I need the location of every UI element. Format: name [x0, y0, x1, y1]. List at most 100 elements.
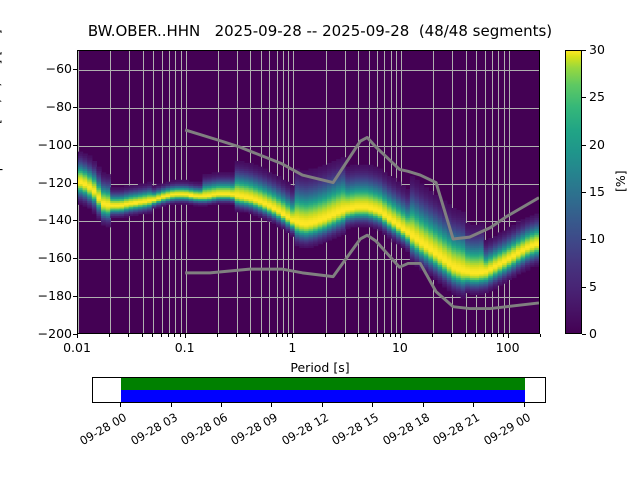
ppsd-histogram-cell [446, 209, 453, 213]
ppsd-histogram-cell [359, 196, 365, 200]
ppsd-histogram-cell [257, 207, 263, 211]
ppsd-histogram-cell [313, 232, 319, 235]
ppsd-histogram-cell [405, 234, 411, 237]
ppsd-histogram-cell [373, 226, 379, 230]
ppsd-histogram-cell [230, 174, 236, 177]
ppsd-histogram-cell [465, 238, 471, 241]
ppsd-histogram-cell [488, 264, 494, 267]
ppsd-histogram-cell [377, 172, 383, 175]
ppsd-histogram-cell [285, 189, 291, 192]
ppsd-histogram-cell [405, 221, 411, 224]
ppsd-histogram-cell [271, 204, 277, 207]
x-tick-mark [367, 334, 369, 337]
ppsd-histogram-cell [456, 249, 462, 252]
ppsd-histogram-cell [331, 183, 337, 187]
ppsd-histogram-cell [515, 264, 522, 267]
ppsd-histogram-cell [400, 238, 406, 241]
ppsd-histogram-cell [382, 181, 388, 185]
ppsd-histogram-cell [363, 185, 370, 188]
ppsd-histogram-cell [313, 219, 319, 222]
ppsd-histogram-cell [253, 207, 259, 211]
ppsd-histogram-cell [354, 172, 360, 175]
data-coverage-timeline[interactable] [92, 377, 546, 403]
ppsd-histogram-cell [91, 177, 98, 181]
y-tick-mark [73, 334, 77, 335]
ppsd-histogram-cell [133, 206, 139, 209]
ppsd-histogram-cell [87, 191, 93, 194]
x-tick-mark [343, 334, 345, 337]
ppsd-histogram-cell [483, 251, 489, 254]
ppsd-histogram-cell [345, 191, 351, 194]
ppsd-histogram-cell [147, 211, 153, 215]
ppsd-histogram-cell [396, 226, 402, 230]
ppsd-histogram-cell [492, 249, 499, 252]
ppsd-histogram-cell [534, 230, 539, 234]
ppsd-histogram-cell [326, 215, 333, 218]
ppsd-histogram-cell [239, 200, 245, 203]
ppsd-histogram-cell [465, 258, 471, 262]
ppsd-histogram-cell [322, 187, 328, 190]
ppsd-histogram-cell [469, 253, 476, 256]
ppsd-histogram-cell [382, 191, 388, 194]
ppsd-histogram-cell [400, 192, 406, 196]
ppsd-histogram-cell [529, 238, 535, 241]
ppsd-histogram-cell [419, 256, 425, 260]
ppsd-histogram-cell [506, 239, 512, 243]
ppsd-histogram-cell [303, 226, 310, 230]
ppsd-histogram-cell [492, 245, 499, 249]
ppsd-histogram-cell [234, 206, 240, 209]
ppsd-histogram-cell [391, 177, 397, 181]
ppsd-histogram-cell [479, 238, 485, 241]
ppsd-histogram-cell [409, 192, 416, 196]
ppsd-histogram-cell [502, 239, 508, 243]
ppsd-histogram-cell [515, 232, 522, 235]
ppsd-histogram-cell [248, 206, 254, 209]
ppsd-histogram-cell [193, 181, 199, 185]
ppsd-histogram-cell [354, 221, 360, 224]
ppsd-histogram-cell [294, 232, 300, 235]
ppsd-histogram-cell [419, 238, 425, 241]
ppsd-histogram-cell [354, 202, 360, 205]
ppsd-histogram-cell [437, 226, 443, 230]
ppsd-histogram-cell [313, 174, 319, 177]
ppsd-histogram-cell [442, 279, 448, 282]
ppsd-histogram-cell [469, 241, 476, 245]
y-tick-mark [73, 258, 77, 260]
ppsd-histogram-cell [128, 209, 134, 213]
ppsd-histogram-cell [432, 219, 439, 222]
ppsd-histogram-cell [359, 202, 365, 205]
ppsd-histogram-cell [474, 286, 480, 290]
ppsd-histogram-cell [202, 185, 208, 188]
ppsd-histogram-cell [257, 172, 263, 175]
ppsd-histogram-cell [142, 185, 148, 188]
ppsd-histogram-cell [497, 273, 503, 277]
ppsd-histogram-cell [253, 168, 259, 171]
ppsd-histogram-cell [349, 183, 356, 187]
ppsd-histogram-cell [262, 189, 268, 192]
ppsd-histogram-cell [290, 191, 296, 194]
ppsd-histogram-cell [386, 217, 393, 220]
ppsd-histogram-cell [322, 196, 328, 200]
ppsd-histogram-cell [156, 187, 162, 190]
ppsd-histogram-cell [239, 192, 245, 196]
ppsd-histogram-cell [442, 264, 448, 267]
ppsd-histogram-cell [515, 271, 522, 275]
ppsd-histogram-cell [147, 204, 153, 207]
ppsd-histogram-cell [101, 217, 107, 220]
ppsd-histogram-cell [253, 166, 259, 170]
ppsd-histogram-cell [101, 183, 107, 187]
ppsd-histogram-cell [105, 215, 111, 218]
ppsd-histogram-cell [391, 202, 397, 205]
ppsd-histogram-cell [142, 196, 148, 200]
ppsd-histogram-cell [363, 174, 370, 177]
ppsd-histogram-cell [363, 192, 370, 196]
ppsd-histogram-cell [234, 198, 240, 202]
ppsd-histogram-cell [469, 275, 476, 279]
ppsd-histogram-cell [349, 224, 356, 228]
ppsd-histogram-cell [396, 207, 402, 211]
ppsd-histogram-cell [451, 249, 457, 252]
ppsd-histogram-cell [340, 172, 346, 175]
ppsd-histogram-cell [446, 270, 453, 273]
ppsd-histogram-cell [345, 192, 351, 196]
ppsd-histogram-cell [234, 189, 240, 192]
